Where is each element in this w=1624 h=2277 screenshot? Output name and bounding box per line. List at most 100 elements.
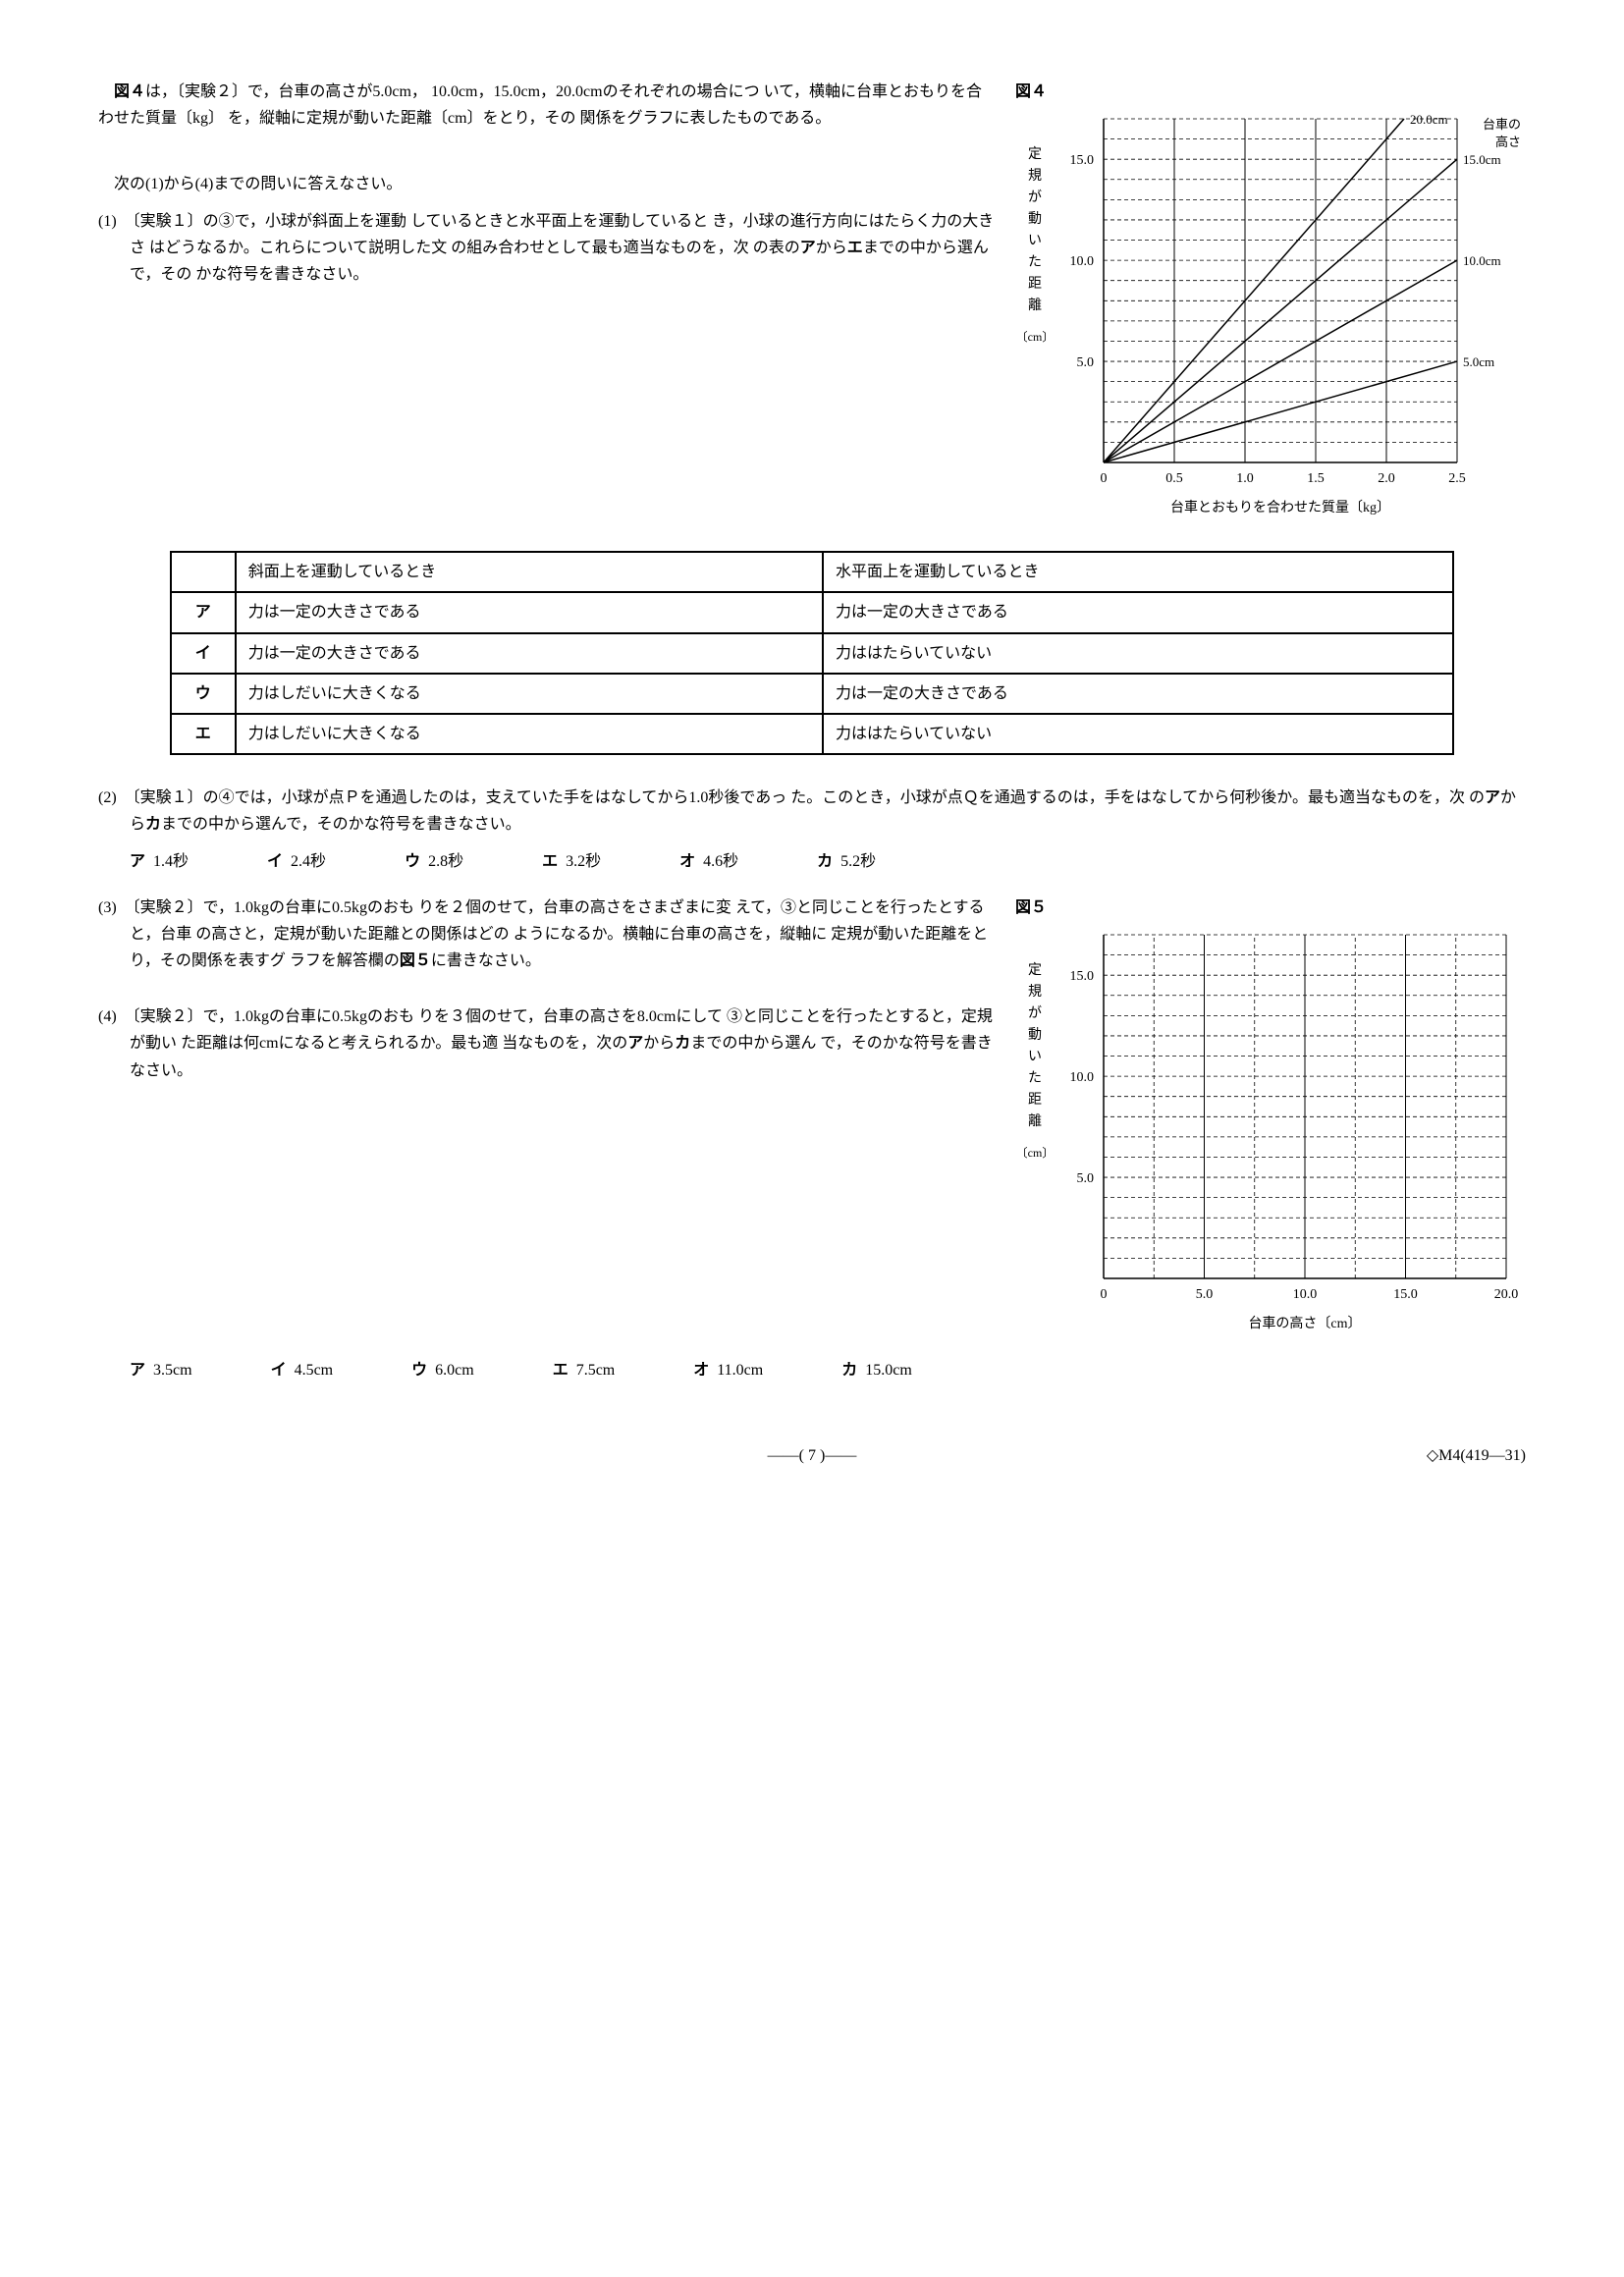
q3-text: (3) 〔実験２〕で，1.0kgの台車に0.5kgのおも りを２個のせて，台車の… xyxy=(130,895,996,975)
choice-val: 4.5cm xyxy=(295,1357,334,1383)
svg-text:台車の: 台車の xyxy=(1483,117,1521,132)
choice-item: エ 3.2秒 xyxy=(542,848,640,875)
zu4-ref: 図４ xyxy=(114,83,145,100)
row-c2: 力は一定の大きさである xyxy=(823,674,1453,714)
choice-val: 3.5cm xyxy=(153,1357,192,1383)
row-c2: 力は一定の大きさである xyxy=(823,592,1453,632)
svg-text:離: 離 xyxy=(1028,1112,1042,1129)
choice-item: ウ 6.0cm xyxy=(411,1357,514,1383)
q-prompt: 次の(1)から(4)までの問いに答えなさい。 xyxy=(98,171,996,197)
choice-val: 4.6秒 xyxy=(703,848,738,875)
chart5-wrap: 図５ 05.010.015.020.05.010.015.0台車の高さ〔cm〕定… xyxy=(1015,895,1526,1337)
row-c2: 力ははたらいていない xyxy=(823,714,1453,754)
svg-text:15.0: 15.0 xyxy=(1070,969,1095,984)
choice-item: オ 11.0cm xyxy=(693,1357,802,1383)
q4-text: (4) 〔実験２〕で，1.0kgの台車に0.5kgのおも りを３個のせて，台車の… xyxy=(130,1003,996,1084)
row-sym: エ xyxy=(171,714,236,754)
svg-text:0.5: 0.5 xyxy=(1165,471,1183,486)
svg-text:〔cm〕: 〔cm〕 xyxy=(1016,1146,1055,1160)
svg-text:距: 距 xyxy=(1028,1092,1042,1108)
choice-sym: オ xyxy=(693,1357,709,1383)
svg-text:20.0: 20.0 xyxy=(1494,1287,1519,1302)
choice-sym: エ xyxy=(542,848,558,875)
choice-val: 7.5cm xyxy=(576,1357,616,1383)
svg-text:0: 0 xyxy=(1101,471,1108,486)
chart4: 00.51.01.52.02.55.010.015.0台車とおもりを合わせた質量… xyxy=(1015,109,1526,521)
svg-text:0: 0 xyxy=(1101,1287,1108,1302)
svg-text:20.0cm: 20.0cm xyxy=(1410,112,1448,127)
choice-val: 6.0cm xyxy=(435,1357,474,1383)
choice-item: ア1.4秒 xyxy=(130,848,228,875)
choice-sym: イ xyxy=(271,1357,287,1383)
svg-text:た: た xyxy=(1028,254,1042,270)
choice-item: イ2.4秒 xyxy=(267,848,365,875)
svg-text:規: 規 xyxy=(1028,984,1042,1000)
svg-text:5.0: 5.0 xyxy=(1077,355,1095,370)
svg-text:高さ: 高さ xyxy=(1495,135,1521,149)
row-c1: 力はしだいに大きくなる xyxy=(236,714,823,754)
row-sym: ア xyxy=(171,592,236,632)
q3-q4-text: (3) 〔実験２〕で，1.0kgの台車に0.5kgのおも りを２個のせて，台車の… xyxy=(98,895,996,1337)
svg-text:5.0cm: 5.0cm xyxy=(1463,354,1494,369)
svg-text:〔cm〕: 〔cm〕 xyxy=(1016,330,1055,344)
choice-sym: カ xyxy=(817,848,833,875)
chart5-label: 図５ xyxy=(1015,895,1526,921)
svg-text:1.5: 1.5 xyxy=(1307,471,1325,486)
choice-sym: ウ xyxy=(411,1357,427,1383)
choice-val: 5.2秒 xyxy=(840,848,876,875)
chart5: 05.010.015.020.05.010.015.0台車の高さ〔cm〕定規が動… xyxy=(1015,925,1526,1337)
footer: ——( 7 )—— ◇M4(419—31) xyxy=(98,1442,1526,1472)
table-row: ア力は一定の大きさである力は一定の大きさである xyxy=(171,592,1454,632)
table-col2-header: 水平面上を運動しているとき xyxy=(823,552,1453,592)
choice-sym: オ xyxy=(679,848,695,875)
svg-text:規: 規 xyxy=(1028,168,1042,184)
q1-text: (1) 〔実験１〕の③で，小球が斜面上を運動 しているときと水平面上を運動してい… xyxy=(130,208,996,289)
row-c1: 力は一定の大きさである xyxy=(236,633,823,674)
svg-text:台車とおもりを合わせた質量〔kg〕: 台車とおもりを合わせた質量〔kg〕 xyxy=(1170,499,1390,515)
choice-sym: カ xyxy=(841,1357,857,1383)
row-sym: ウ xyxy=(171,674,236,714)
svg-text:5.0: 5.0 xyxy=(1196,1287,1214,1302)
svg-text:が: が xyxy=(1028,190,1042,205)
choice-item: イ 4.5cm xyxy=(271,1357,373,1383)
chart4-label: 図４ xyxy=(1015,79,1526,105)
choice-val: 15.0cm xyxy=(865,1357,912,1383)
choice-item: オ 4.6秒 xyxy=(679,848,778,875)
choice-item: カ 15.0cm xyxy=(841,1357,951,1383)
choice-sym: ア xyxy=(130,848,145,875)
svg-text:い: い xyxy=(1028,234,1042,248)
q2-text: (2) 〔実験１〕の④では，小球が点Ｐを通過したのは，支えていた手をはなしてから… xyxy=(130,785,1526,838)
choice-item: ウ2.8秒 xyxy=(405,848,503,875)
svg-text:台車の高さ〔cm〕: 台車の高さ〔cm〕 xyxy=(1248,1315,1361,1331)
table-row: イ力は一定の大きさである力ははたらいていない xyxy=(171,633,1454,674)
choice-sym: ア xyxy=(130,1357,145,1383)
svg-text:た: た xyxy=(1028,1070,1042,1086)
svg-text:10.0cm: 10.0cm xyxy=(1463,253,1501,268)
svg-text:15.0cm: 15.0cm xyxy=(1463,152,1501,167)
svg-text:定: 定 xyxy=(1028,146,1042,162)
svg-text:離: 離 xyxy=(1028,297,1042,313)
table-row: エ力はしだいに大きくなる力ははたらいていない xyxy=(171,714,1454,754)
row-c1: 力は一定の大きさである xyxy=(236,592,823,632)
table-col1-header: 斜面上を運動しているとき xyxy=(236,552,823,592)
table-row: ウ力はしだいに大きくなる力は一定の大きさである xyxy=(171,674,1454,714)
svg-text:10.0: 10.0 xyxy=(1070,1070,1095,1085)
svg-text:10.0: 10.0 xyxy=(1070,254,1095,269)
svg-text:動: 動 xyxy=(1028,211,1042,227)
table-blank-header xyxy=(171,552,236,592)
bottom-section: (3) 〔実験２〕で，1.0kgの台車に0.5kgのおも りを２個のせて，台車の… xyxy=(98,895,1526,1337)
top-section: 図４は，〔実験２〕で，台車の高さが5.0cm， 10.0cm，15.0cm，20… xyxy=(98,79,1526,521)
svg-text:が: が xyxy=(1028,1005,1042,1021)
intro-and-q1: 図４は，〔実験２〕で，台車の高さが5.0cm， 10.0cm，15.0cm，20… xyxy=(98,79,996,521)
choice-val: 11.0cm xyxy=(717,1357,763,1383)
choice-item: エ 7.5cm xyxy=(553,1357,655,1383)
choice-val: 2.4秒 xyxy=(291,848,326,875)
table-header-row: 斜面上を運動しているとき 水平面上を運動しているとき xyxy=(171,552,1454,592)
svg-text:動: 動 xyxy=(1028,1027,1042,1043)
choice-sym: エ xyxy=(553,1357,568,1383)
svg-text:15.0: 15.0 xyxy=(1393,1287,1418,1302)
choice-val: 3.2秒 xyxy=(566,848,601,875)
svg-text:2.5: 2.5 xyxy=(1448,471,1466,486)
choice-item: ア 3.5cm xyxy=(130,1357,232,1383)
q1-choice-table: 斜面上を運動しているとき 水平面上を運動しているとき ア力は一定の大きさである力… xyxy=(170,551,1455,755)
